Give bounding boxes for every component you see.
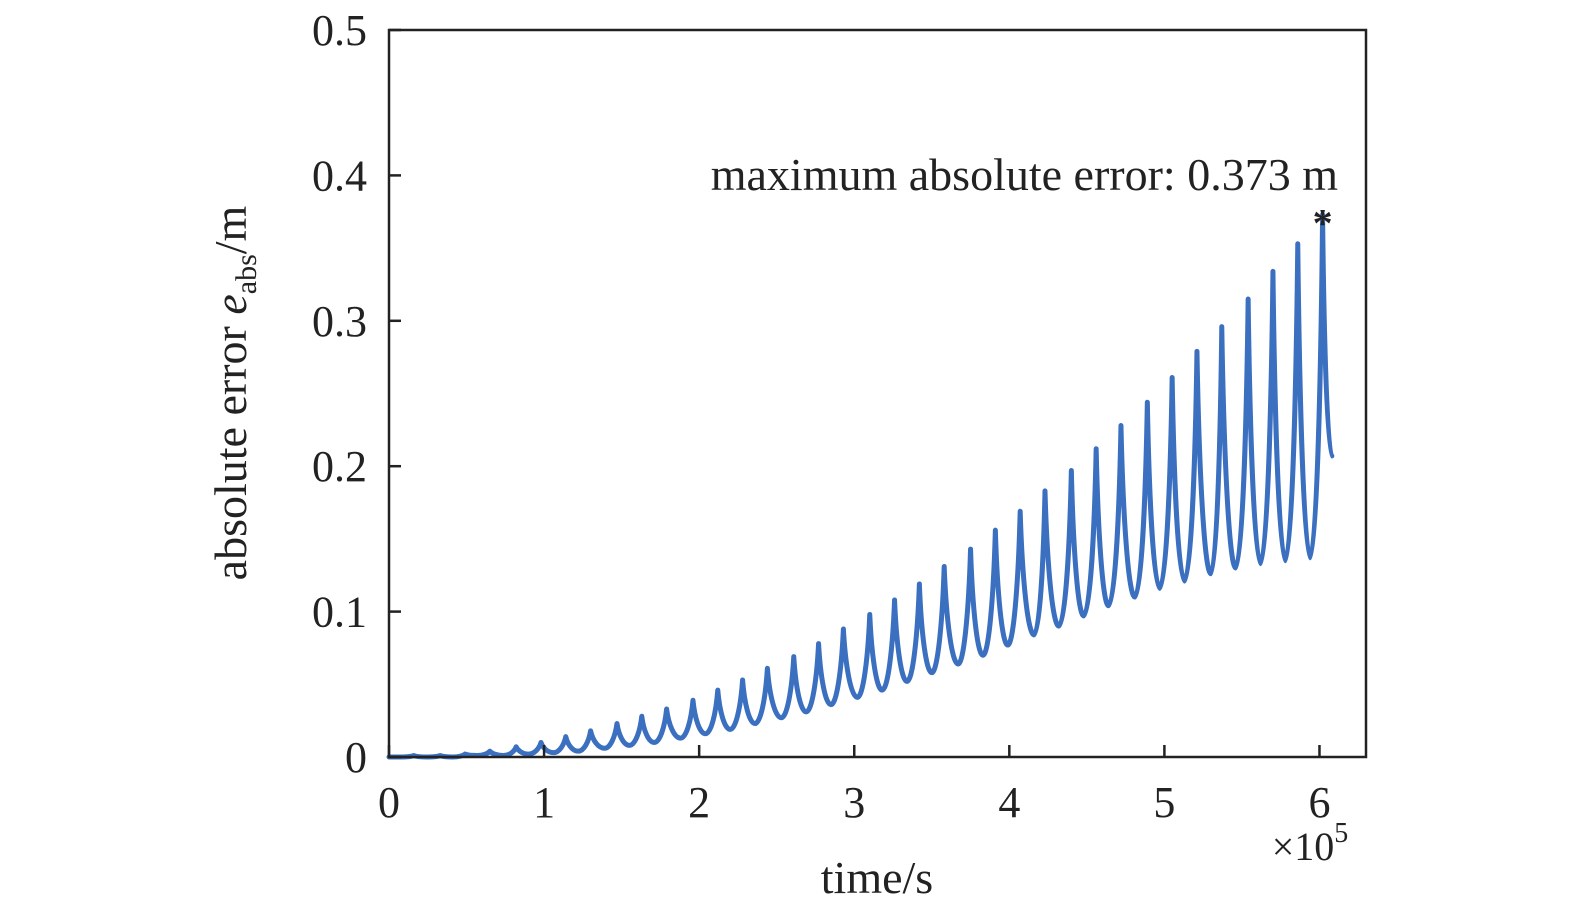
y-axis-label: absolute error eabs/m xyxy=(205,205,263,580)
error-series-line xyxy=(386,212,1335,760)
x-axis-multiplier: ×105 xyxy=(1272,818,1349,869)
plot-frame xyxy=(387,28,1368,759)
x-tick-label: 3 xyxy=(843,778,865,827)
y-tick-label: 0 xyxy=(345,733,367,782)
plot-background xyxy=(389,30,1366,757)
x-axis-label: time/s xyxy=(821,852,933,903)
x-tick-label: 6 xyxy=(1308,778,1330,827)
y-tick-label: 0.2 xyxy=(312,442,367,491)
max-error-marker: * xyxy=(1313,201,1333,246)
x-tick-label: 0 xyxy=(378,778,400,827)
series-layer xyxy=(386,212,1335,760)
y-tick-label: 0.5 xyxy=(312,6,367,55)
max-error-annotation: maximum absolute error: 0.373 m xyxy=(711,149,1338,200)
axes-layer xyxy=(387,28,1368,759)
y-tick-label: 0.1 xyxy=(312,588,367,637)
x-tick-label: 1 xyxy=(533,778,555,827)
plot-area xyxy=(389,30,1366,757)
y-tick-labels: 0 0.1 0.2 0.3 0.4 0.5 xyxy=(312,6,367,782)
x-tick-label: 2 xyxy=(688,778,710,827)
ticks-layer xyxy=(387,28,1321,759)
y-tick-label: 0.3 xyxy=(312,297,367,346)
y-tick-label: 0.4 xyxy=(312,151,367,200)
x-tick-labels: 0 1 2 3 4 5 6 xyxy=(378,778,1330,827)
x-tick-label: 5 xyxy=(1153,778,1175,827)
x-tick-label: 4 xyxy=(998,778,1020,827)
